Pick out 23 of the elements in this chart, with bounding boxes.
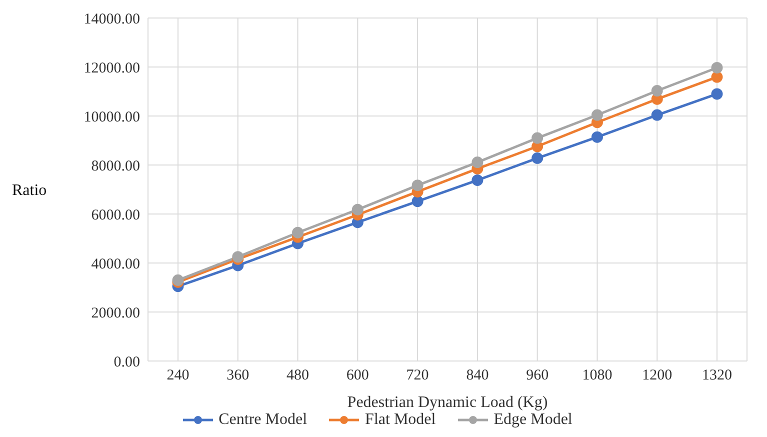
x-tick-label: 720 — [406, 368, 429, 384]
y-tick-label: 2000.00 — [91, 305, 140, 322]
legend-label: Edge Model — [494, 411, 572, 429]
y-tick-label: 10000.00 — [84, 109, 140, 126]
legend-label: Flat Model — [365, 411, 436, 429]
x-tick-label: 960 — [526, 368, 549, 384]
y-tick-label: 12000.00 — [84, 60, 140, 76]
y-tick-label: 0.00 — [114, 354, 140, 370]
x-tick-label: 840 — [466, 368, 489, 384]
x-tick-label: 1200 — [642, 368, 672, 384]
x-tick-label: 240 — [166, 368, 190, 384]
y-tick-label: 14000.00 — [84, 11, 140, 28]
y-tick-label: 6000.00 — [91, 207, 140, 224]
y-tick-label: 8000.00 — [91, 158, 140, 174]
x-axis-title: Pedestrian Dynamic Load (Kg) — [347, 394, 548, 411]
x-tick-label: 600 — [346, 368, 369, 384]
x-tick-label: 1320 — [702, 368, 732, 384]
x-tick-label: 360 — [226, 368, 250, 384]
x-tick-label: 480 — [286, 368, 310, 384]
y-axis-title: Ratio — [12, 182, 47, 200]
x-tick-label: 1080 — [582, 368, 612, 384]
y-tick-label: 4000.00 — [91, 256, 140, 272]
legend-label: Centre Model — [218, 411, 308, 429]
